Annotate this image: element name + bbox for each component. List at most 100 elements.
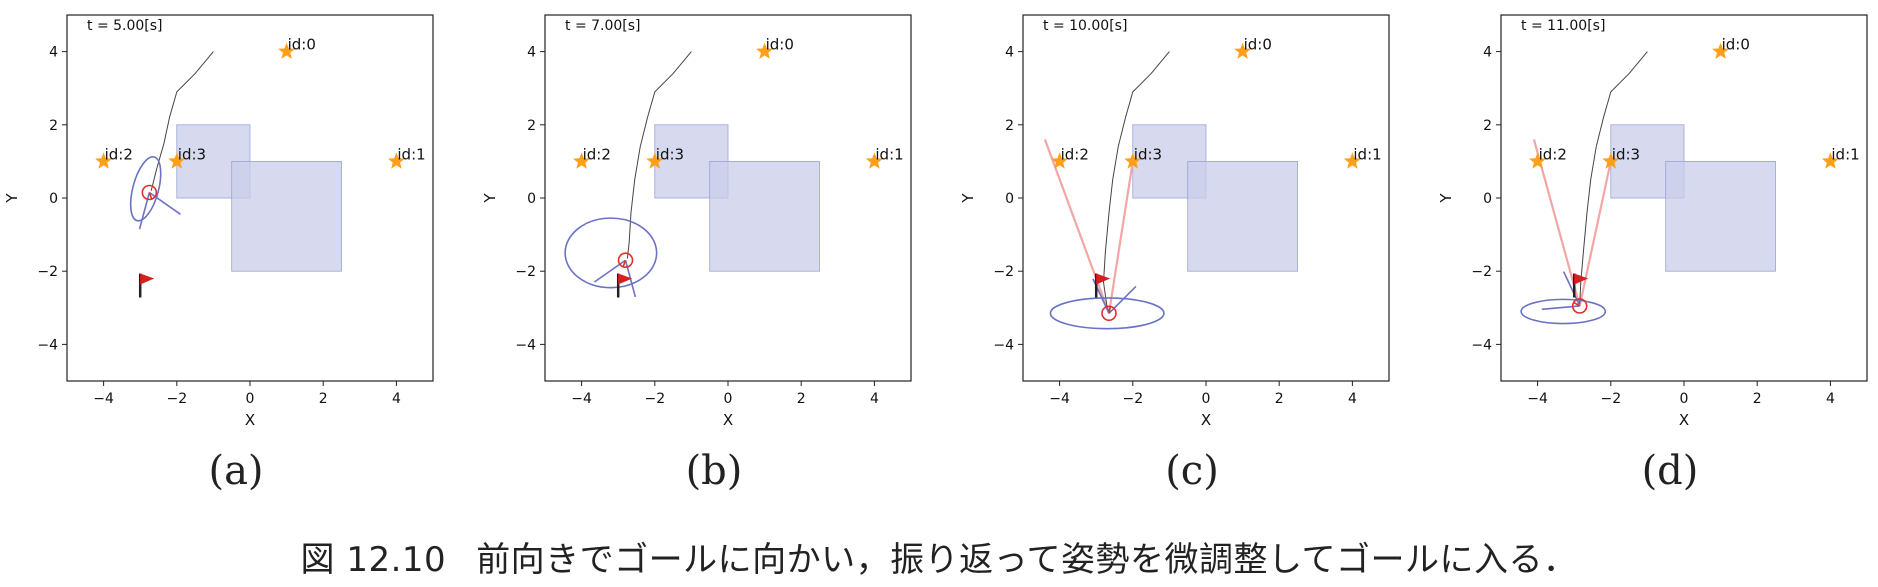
plot-data-layer: id:0 id:1 id:2 id:3 xyxy=(95,36,426,298)
y-tick-label: −4 xyxy=(515,337,536,353)
robot-heading-line xyxy=(622,259,627,268)
x-tick-label: 4 xyxy=(870,391,879,407)
goal-flag-icon xyxy=(140,273,155,285)
x-tick-label: 2 xyxy=(797,391,806,407)
landmark-star-icon xyxy=(865,152,883,169)
time-label: t = 7.00[s] xyxy=(565,18,641,34)
x-axis-label: X xyxy=(1679,411,1689,429)
subfigure-label-a: (a) xyxy=(208,448,264,494)
robot-heading-line xyxy=(1573,301,1581,307)
y-tick-label: −4 xyxy=(37,337,58,353)
uncertainty-ellipse xyxy=(1520,298,1607,325)
landmark-label: id:3 xyxy=(1612,145,1640,163)
y-tick-label: 0 xyxy=(1483,191,1492,207)
y-tick-label: 2 xyxy=(49,118,58,134)
obstacle-region xyxy=(709,160,820,272)
time-label: t = 11.00[s] xyxy=(1521,18,1605,34)
plot-data-layer: id:0 id:1 id:2 id:3 xyxy=(1520,36,1860,325)
plot-panel: id:0 id:1 id:2 id:3 −4 −2 0 2 4 −4 −2 0 2 4 X Yt = 10.0… xyxy=(959,14,1390,429)
landmark-star-icon xyxy=(1602,152,1620,169)
x-tick-label: −4 xyxy=(93,391,114,407)
landmark-star-icon xyxy=(573,152,591,169)
goal-flag-icon xyxy=(1096,273,1111,285)
plot-data-layer: id:0 id:1 id:2 id:3 xyxy=(1043,36,1382,330)
y-tick-label: 2 xyxy=(527,118,536,134)
y-tick-label: 0 xyxy=(49,191,58,207)
landmark-label: id:2 xyxy=(1061,145,1089,163)
robot-heading-line xyxy=(1108,306,1112,314)
x-tick-label: −2 xyxy=(1122,391,1143,407)
x-tick-label: −4 xyxy=(1527,391,1548,407)
x-tick-label: −2 xyxy=(166,391,187,407)
plot-panel: id:0 id:1 id:2 id:3 −4 −2 0 2 4 −4 −2 0 2 4 X Yt = 11.0… xyxy=(1437,14,1868,429)
robot-heading-line xyxy=(148,192,153,200)
uncertainty-ellipse xyxy=(564,217,658,289)
caption-text: 前向きでゴールに向かい，振り返って姿勢を微調整してゴールに入る． xyxy=(476,540,1578,580)
robot-icon xyxy=(617,252,634,269)
x-tick-label: 0 xyxy=(1202,391,1211,407)
landmark-star-icon xyxy=(1343,152,1361,169)
landmark-label: id:2 xyxy=(1539,145,1567,163)
landmark-label: id:1 xyxy=(397,145,425,163)
x-axis-label: X xyxy=(723,411,733,429)
landmark-label: id:0 xyxy=(1244,36,1272,54)
x-tick-label: −4 xyxy=(571,391,592,407)
y-tick-label: 4 xyxy=(1483,45,1492,61)
landmark-label: id:1 xyxy=(1831,145,1859,163)
y-tick-label: −2 xyxy=(37,264,58,280)
x-tick-label: −2 xyxy=(1600,391,1621,407)
x-tick-label: 4 xyxy=(1826,391,1835,407)
y-axis-label: Y xyxy=(959,193,977,204)
x-axis-label: X xyxy=(245,411,255,429)
y-tick-label: −4 xyxy=(1471,337,1492,353)
y-tick-label: 0 xyxy=(1005,191,1014,207)
obstacle-region xyxy=(1187,160,1298,272)
landmark-star-icon xyxy=(387,152,405,169)
y-axis-label: Y xyxy=(481,193,499,204)
x-axis-label: X xyxy=(1201,411,1211,429)
robot-trajectory xyxy=(626,51,692,259)
x-tick-label: 4 xyxy=(1348,391,1357,407)
landmark-label: id:3 xyxy=(178,145,206,163)
plot-panel: id:0 id:1 id:2 id:3 −4 −2 0 2 4 −4 −2 0 2 4 X Yt = 5.00… xyxy=(3,14,434,429)
landmark-star-icon xyxy=(756,42,774,59)
robot-trajectory xyxy=(1102,51,1170,312)
landmark-star-icon xyxy=(168,152,186,169)
landmark-label: id:2 xyxy=(583,145,611,163)
landmark-label: id:3 xyxy=(656,145,684,163)
subfigure-label-d: (d) xyxy=(1641,448,1699,494)
landmark-label: id:1 xyxy=(1353,145,1381,163)
goal-flag-icon xyxy=(1574,273,1589,285)
observation-line xyxy=(1043,139,1111,314)
x-tick-label: 2 xyxy=(1275,391,1284,407)
landmark-label: id:3 xyxy=(1134,145,1162,163)
landmark-label: id:0 xyxy=(1722,36,1750,54)
robot-icon xyxy=(1571,298,1588,314)
observation-line xyxy=(1107,161,1134,314)
y-tick-label: 2 xyxy=(1005,118,1014,134)
y-tick-label: 4 xyxy=(527,45,536,61)
robot-icon xyxy=(1101,305,1117,322)
subfigure-label-b: (b) xyxy=(685,448,743,494)
y-tick-label: −2 xyxy=(993,264,1014,280)
y-tick-label: −2 xyxy=(1471,264,1492,280)
landmark-label: id:1 xyxy=(875,145,903,163)
y-tick-label: 2 xyxy=(1483,118,1492,134)
x-tick-label: 2 xyxy=(319,391,328,407)
x-tick-label: 0 xyxy=(724,391,733,407)
landmark-star-icon xyxy=(1529,152,1547,169)
caption-number: 図 12.10 xyxy=(300,540,447,580)
uncertainty-ellipse xyxy=(129,156,162,222)
landmark-star-icon xyxy=(95,152,113,169)
landmark-label: id:0 xyxy=(288,36,316,54)
landmark-star-icon xyxy=(1051,152,1069,169)
y-tick-label: −2 xyxy=(515,264,536,280)
obstacle-region xyxy=(1665,160,1776,272)
uncertainty-ellipse xyxy=(1049,297,1165,330)
x-tick-label: −2 xyxy=(644,391,665,407)
time-label: t = 5.00[s] xyxy=(87,18,163,34)
y-axis-label: Y xyxy=(1437,193,1455,204)
y-tick-label: 4 xyxy=(1005,45,1014,61)
robot-trajectory xyxy=(1579,51,1648,305)
